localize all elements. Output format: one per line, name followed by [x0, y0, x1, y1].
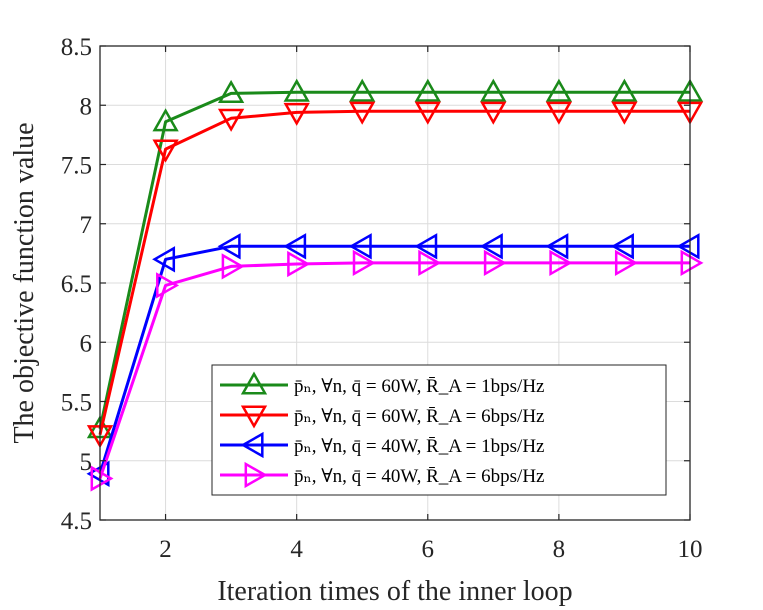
ticks-layer: 2 4 6 8 10 4.5 5 5.5 6 6.5 7 7.5 8 8.5 [61, 34, 703, 563]
legend-entry-label: p̄ₙ, ∀n, q̄ = 60W, R̄_A = 1bps/Hz [294, 376, 544, 397]
data-point-marker [217, 108, 245, 132]
x-tick-label: 8 [553, 536, 566, 563]
data-point-marker [217, 79, 245, 103]
data-point-marker [680, 249, 704, 277]
data-point-marker [545, 101, 573, 125]
data-point-marker [479, 233, 503, 260]
data-point-marker [611, 78, 638, 102]
data-point-marker [217, 233, 241, 260]
data-point-marker [414, 101, 441, 125]
x-axis-title: Iteration times of the inner loop [217, 576, 572, 607]
y-tick-label: 8.5 [61, 34, 92, 61]
legend-entry-label: p̄ₙ, ∀n, q̄ = 60W, R̄_A = 6bps/Hz [294, 406, 544, 427]
data-point-marker [611, 101, 638, 125]
series-layer [86, 78, 704, 492]
data-point-marker [349, 78, 376, 102]
data-point-marker [152, 139, 179, 163]
y-tick-label: 5.5 [61, 390, 92, 417]
data-point-marker [480, 101, 507, 125]
x-tick-label: 10 [678, 536, 703, 563]
legend: p̄ₙ, ∀n, q̄ = 60W, R̄_A = 1bps/Hz p̄ₙ, ∀n… [211, 364, 667, 496]
series-line [98, 244, 690, 475]
y-tick-label: 6 [80, 330, 93, 357]
data-point-marker [156, 272, 180, 299]
legend-swatch-marker [244, 461, 268, 489]
data-point-marker [614, 249, 638, 277]
data-point-marker [221, 253, 245, 280]
series-line [98, 261, 690, 479]
y-tick-label: 7 [80, 212, 93, 239]
x-tick-label: 6 [422, 536, 435, 563]
data-point-marker [418, 249, 442, 277]
data-point-marker [610, 233, 634, 260]
y-tick-label: 8 [80, 93, 93, 120]
y-tick-label: 7.5 [61, 153, 92, 180]
y-tick-label: 6.5 [61, 271, 92, 298]
series-line [98, 109, 690, 436]
data-point-marker [283, 102, 310, 126]
x-tick-label: 2 [159, 536, 172, 563]
data-point-marker [352, 249, 376, 277]
y-tick-label: 4.5 [61, 508, 92, 535]
y-tick-label: 5 [80, 449, 93, 476]
data-point-marker [349, 101, 376, 125]
data-point-marker [549, 249, 573, 277]
data-point-marker [152, 246, 176, 273]
legend-entry-label: p̄ₙ, ∀n, q̄ = 40W, R̄_A = 1bps/Hz [294, 436, 544, 457]
series-2 [86, 101, 704, 449]
data-point-marker [545, 233, 569, 260]
data-point-marker [480, 78, 507, 102]
legend-swatch-marker [240, 405, 268, 429]
data-point-marker [287, 250, 311, 278]
legend-swatch-marker [240, 431, 264, 459]
legend-entry-label: p̄ₙ, ∀n, q̄ = 40W, R̄_A = 6bps/Hz [294, 466, 544, 487]
data-point-marker [414, 233, 438, 260]
data-point-marker [414, 78, 441, 102]
data-point-marker [86, 460, 110, 487]
data-point-marker [483, 249, 507, 277]
legend-swatch-marker [240, 371, 268, 395]
series-3 [86, 233, 700, 487]
data-point-marker [283, 78, 310, 102]
data-point-marker [545, 78, 573, 102]
data-point-marker [676, 233, 700, 260]
y-axis-title: The objective function value [9, 122, 40, 443]
data-point-marker [152, 108, 179, 132]
series-4 [90, 249, 704, 492]
series-line [98, 90, 690, 430]
x-tick-label: 4 [290, 536, 303, 563]
data-point-marker [348, 233, 372, 260]
data-point-marker [90, 465, 114, 492]
legend-box [211, 364, 667, 496]
data-point-marker [283, 233, 307, 260]
